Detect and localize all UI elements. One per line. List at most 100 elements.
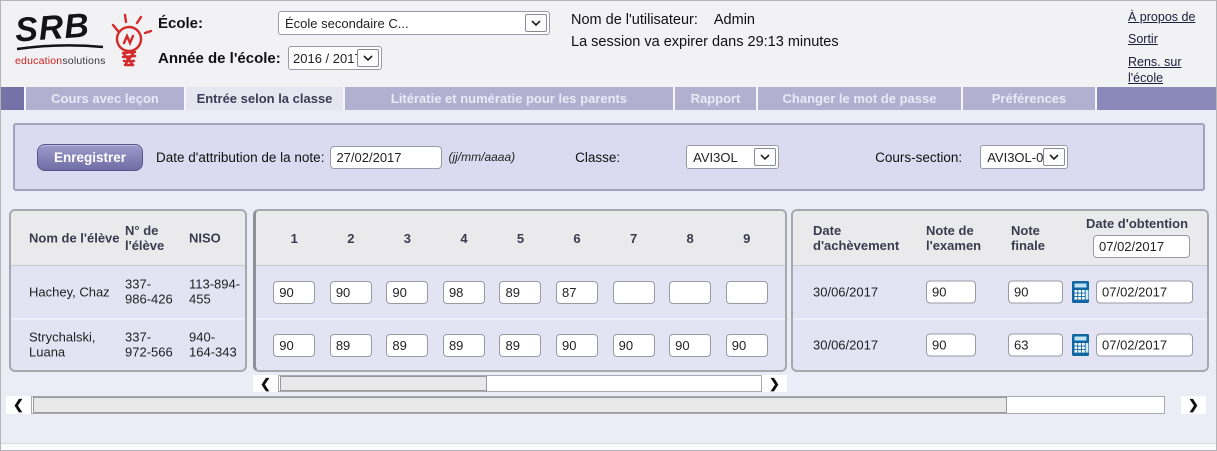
lightbulb-icon bbox=[111, 13, 153, 67]
app-header: SRB educationsolutions Éc bbox=[1, 1, 1216, 87]
student-number: 337-986-426 bbox=[125, 276, 173, 307]
grade-entry-toolbar: Enregistrer Date d'attribution de la not… bbox=[13, 123, 1205, 191]
username-label: Nom de l'utilisateur: bbox=[571, 12, 698, 28]
completion-date: 30/06/2017 bbox=[813, 337, 879, 353]
scroll-left-icon[interactable]: ❮ bbox=[6, 396, 31, 414]
school-dropdown-value: École secondaire C... bbox=[285, 15, 409, 31]
student-info-panel: Nom de l'élève N° de l'élève NISO Hachey… bbox=[9, 209, 247, 372]
logo-underline bbox=[16, 44, 104, 51]
chevron-down-icon[interactable] bbox=[754, 148, 777, 166]
marks-row bbox=[256, 266, 785, 318]
course-section-label: Cours-section: bbox=[875, 149, 963, 165]
srb-logo-text: SRB bbox=[13, 6, 92, 50]
course-section-dropdown[interactable]: AVI3OL-01 bbox=[980, 145, 1069, 169]
mark-input[interactable] bbox=[442, 333, 485, 357]
mark-input[interactable] bbox=[499, 280, 542, 304]
col-header-mark-4: 4 bbox=[460, 230, 468, 246]
tab-rapport[interactable]: Rapport bbox=[675, 87, 758, 110]
scroll-left-icon[interactable]: ❮ bbox=[253, 375, 278, 392]
mark-input[interactable] bbox=[669, 333, 712, 357]
student-row: Hachey, Chaz 337-986-426 113-894-455 bbox=[11, 266, 245, 318]
results-panel: Date d'achèvement Note de l'examen Note … bbox=[791, 209, 1209, 372]
tab-cours-avec-lecon[interactable]: Cours avec leçon bbox=[26, 87, 186, 110]
tab-changer-mot-de-passe[interactable]: Changer le mot de passe bbox=[758, 87, 963, 110]
student-niso: 940-164-343 bbox=[189, 329, 237, 360]
scrollbar-thumb[interactable] bbox=[280, 376, 488, 391]
mark-input[interactable] bbox=[329, 333, 372, 357]
marks-header: 1 2 3 4 5 6 7 8 9 bbox=[256, 211, 785, 266]
tab-entree-selon-la-classe[interactable]: Entrée selon la classe bbox=[186, 87, 345, 110]
grade-date-input[interactable] bbox=[330, 145, 443, 169]
results-row: 30/06/2017 bbox=[793, 266, 1207, 318]
results-header: Date d'achèvement Note de l'examen Note … bbox=[793, 211, 1207, 266]
date-format-hint: (jj/mm/aaaa) bbox=[448, 150, 516, 164]
scrollbar-thumb[interactable] bbox=[33, 397, 1007, 413]
student-row: Strychalski, Luana 337-972-566 940-164-3… bbox=[11, 318, 245, 370]
chevron-down-icon[interactable] bbox=[525, 14, 547, 32]
exam-mark-input[interactable] bbox=[926, 333, 976, 357]
final-mark-input[interactable] bbox=[1008, 333, 1063, 357]
mark-input[interactable] bbox=[499, 333, 542, 357]
mark-input[interactable] bbox=[612, 333, 655, 357]
user-session-info: Nom de l'utilisateur: Admin La session va… bbox=[571, 12, 839, 50]
mark-input[interactable] bbox=[725, 333, 768, 357]
mark-input[interactable] bbox=[273, 333, 316, 357]
final-mark-input[interactable] bbox=[1008, 280, 1063, 304]
scroll-right-icon[interactable]: ❯ bbox=[762, 375, 787, 392]
mark-input[interactable] bbox=[725, 280, 768, 304]
col-header-mark-6: 6 bbox=[573, 230, 581, 246]
logout-link[interactable]: Sortir bbox=[1128, 32, 1158, 47]
student-info-header: Nom de l'élève N° de l'élève NISO bbox=[11, 211, 245, 266]
mark-input[interactable] bbox=[386, 280, 429, 304]
col-header-student-number: N° de l'élève bbox=[125, 223, 165, 253]
obtention-date-input[interactable] bbox=[1096, 280, 1193, 304]
obtention-date-header-input[interactable] bbox=[1093, 235, 1190, 258]
completion-date: 30/06/2017 bbox=[813, 284, 879, 300]
student-name: Hachey, Chaz bbox=[29, 284, 110, 300]
school-dropdown[interactable]: École secondaire C... bbox=[278, 11, 550, 35]
col-header-mark-5: 5 bbox=[516, 230, 525, 246]
results-row: 30/06/2017 bbox=[793, 318, 1207, 370]
marks-horizontal-scrollbar: ❮ ❯ bbox=[253, 375, 787, 392]
mark-input[interactable] bbox=[612, 280, 655, 304]
class-dropdown-value: AVI3OL bbox=[693, 149, 738, 165]
save-button[interactable]: Enregistrer bbox=[37, 143, 143, 171]
marks-panel: 1 2 3 4 5 6 7 8 9 bbox=[253, 209, 787, 372]
class-label: Classe: bbox=[575, 149, 621, 165]
mark-input[interactable] bbox=[669, 280, 712, 304]
mark-input[interactable] bbox=[442, 280, 485, 304]
header-links: À propos de Sortir Rens. sur l'école bbox=[1128, 9, 1204, 92]
school-year-dropdown[interactable]: 2016 / 2017 bbox=[288, 46, 382, 70]
obtention-date-input[interactable] bbox=[1096, 333, 1193, 357]
srb-logo-subtitle: educationsolutions bbox=[15, 55, 106, 67]
col-header-obtention-date: Date d'obtention bbox=[1086, 216, 1189, 231]
class-dropdown[interactable]: AVI3OL bbox=[686, 145, 780, 169]
col-header-student-name: Nom de l'élève bbox=[29, 230, 120, 246]
mark-input[interactable] bbox=[273, 280, 316, 304]
calculator-icon[interactable] bbox=[1069, 280, 1093, 304]
col-header-mark-1: 1 bbox=[290, 230, 298, 246]
mark-input[interactable] bbox=[386, 333, 429, 357]
school-info-link[interactable]: Rens. sur l'école bbox=[1128, 54, 1182, 85]
scrollbar-track[interactable] bbox=[31, 396, 1165, 414]
mark-input[interactable] bbox=[329, 280, 372, 304]
username-value: Admin bbox=[713, 12, 755, 28]
student-niso: 113-894-455 bbox=[189, 276, 241, 307]
mark-input[interactable] bbox=[556, 280, 599, 304]
student-number: 337-972-566 bbox=[125, 329, 173, 360]
srb-logo: SRB educationsolutions bbox=[13, 6, 155, 77]
tab-preferences[interactable]: Préférences bbox=[963, 87, 1097, 110]
session-expiry-text: La session va expirer dans 29:13 minutes bbox=[571, 34, 839, 50]
page-horizontal-scrollbar: ❮ ❯ bbox=[6, 396, 1206, 414]
exam-mark-input[interactable] bbox=[926, 280, 976, 304]
chevron-down-icon[interactable] bbox=[357, 49, 379, 67]
chevron-down-icon[interactable] bbox=[1043, 148, 1066, 166]
scrollbar-track[interactable] bbox=[278, 375, 762, 392]
col-header-completion-date: Date d'achèvement bbox=[813, 223, 900, 253]
calculator-icon[interactable] bbox=[1069, 333, 1093, 357]
col-header-mark-7: 7 bbox=[629, 230, 638, 246]
about-link[interactable]: À propos de bbox=[1128, 10, 1196, 24]
scroll-right-icon[interactable]: ❯ bbox=[1181, 396, 1206, 414]
tab-literatie-numeratie-parents[interactable]: Litératie et numératie pour les parents bbox=[345, 87, 675, 110]
mark-input[interactable] bbox=[556, 333, 599, 357]
